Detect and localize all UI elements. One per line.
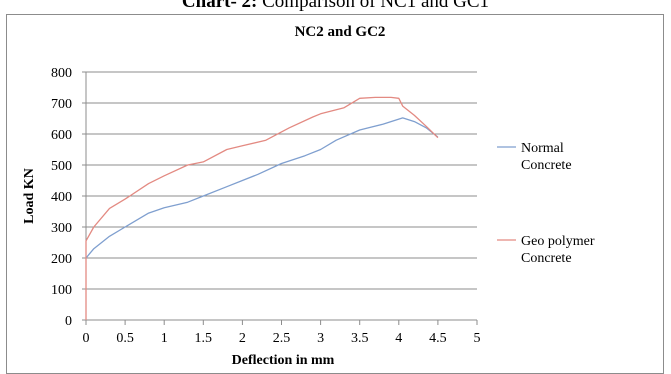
x-tick-label: 0 — [83, 331, 90, 346]
y-tick-label: 100 — [51, 283, 72, 298]
axes — [82, 71, 478, 325]
y-tick-label: 400 — [51, 190, 72, 205]
x-tick-label: 5 — [474, 331, 481, 346]
x-tick-label: 1 — [161, 331, 168, 346]
x-tick-label: 1.5 — [195, 331, 213, 346]
caption-text: Comparison of NC1 and GC1 — [257, 0, 490, 12]
y-tick-label: 700 — [51, 97, 72, 112]
x-tick-label: 2.5 — [273, 331, 291, 346]
legend: Normal Concrete Geo polymer Concrete — [497, 141, 595, 266]
x-tick-label: 4 — [395, 331, 402, 346]
y-axis-label: Load KN — [22, 168, 37, 224]
tick-labels: 0 100 200 300 400 500 600 700 800 0 0.5 1 1.5 2 2.5 3 3.… — [51, 66, 481, 346]
legend-label: Geo polymer — [521, 234, 595, 249]
x-tick-label: 2 — [239, 331, 246, 346]
series-lines — [85, 96, 439, 320]
y-tick-label: 200 — [51, 252, 72, 267]
legend-label: Normal — [521, 141, 564, 156]
x-axis-label: Deflection in mm — [232, 353, 335, 368]
legend-label: Concrete — [521, 251, 572, 266]
series-line-normal-concrete — [85, 117, 439, 259]
y-tick-label: 300 — [51, 221, 72, 236]
gridlines — [86, 71, 477, 290]
figure-caption: Chart- 2: Comparison of NC1 and GC1 — [0, 0, 671, 13]
y-tick-label: 500 — [51, 159, 72, 174]
series-line-geo-polymer-concrete — [85, 96, 439, 320]
x-tick-label: 3.5 — [351, 331, 369, 346]
y-tick-label: 800 — [51, 66, 72, 81]
caption-label: Chart- 2: — [181, 0, 258, 12]
legend-label: Concrete — [521, 158, 572, 173]
chart-frame — [6, 14, 664, 374]
x-tick-label: 3 — [317, 331, 324, 346]
x-tick-label: 4.5 — [429, 331, 447, 346]
y-tick-label: 0 — [65, 314, 72, 329]
x-tick-label: 0.5 — [116, 331, 134, 346]
chart-title: NC2 and GC2 — [295, 24, 386, 40]
y-tick-label: 600 — [51, 128, 72, 143]
